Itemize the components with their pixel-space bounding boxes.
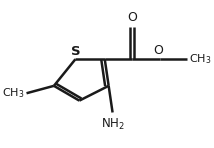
Text: NH$_2$: NH$_2$ — [101, 117, 125, 132]
Text: CH$_3$: CH$_3$ — [2, 86, 25, 100]
Text: S: S — [71, 45, 80, 58]
Text: O: O — [127, 11, 137, 24]
Text: O: O — [154, 44, 163, 57]
Text: CH$_3$: CH$_3$ — [189, 52, 211, 66]
